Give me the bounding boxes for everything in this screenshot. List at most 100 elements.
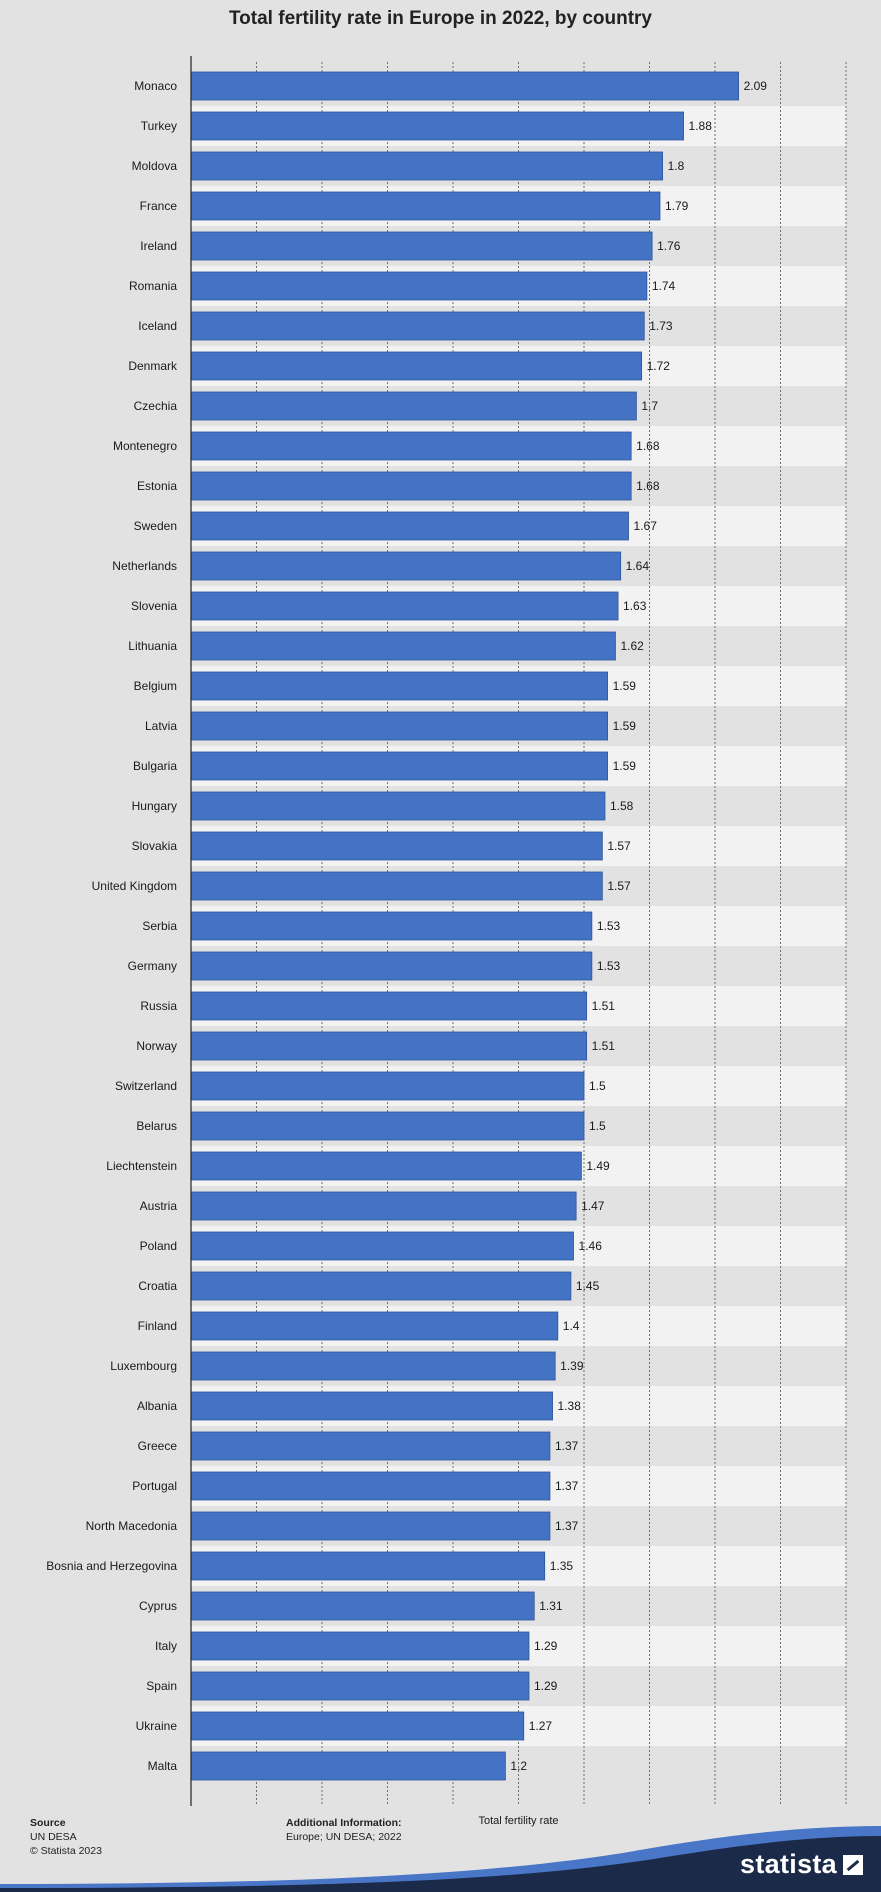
value-label: 1.37 <box>555 1479 579 1493</box>
value-label: 2.09 <box>744 79 768 93</box>
bar[interactable] <box>190 1391 553 1421</box>
value-label: 1.4 <box>563 1319 580 1333</box>
source-line: UN DESA <box>30 1831 77 1843</box>
bar[interactable] <box>190 1671 530 1701</box>
bar[interactable] <box>190 311 645 341</box>
category-label: Netherlands <box>112 559 177 573</box>
bar[interactable] <box>190 1151 582 1181</box>
category-label: North Macedonia <box>86 1519 178 1533</box>
bar[interactable] <box>190 271 648 301</box>
bar[interactable] <box>190 1351 556 1381</box>
value-label: 1.35 <box>550 1559 574 1573</box>
bar[interactable] <box>190 111 684 141</box>
bar[interactable] <box>190 231 653 261</box>
category-label: Denmark <box>128 359 178 373</box>
category-label: Russia <box>140 999 177 1013</box>
value-label: 1.45 <box>576 1279 600 1293</box>
bar[interactable] <box>190 1231 574 1261</box>
statista-mark-icon <box>843 1854 863 1875</box>
bar[interactable] <box>190 631 616 661</box>
bar[interactable] <box>190 1711 525 1741</box>
footer-additional-info: Additional Information: Europe; UN DESA;… <box>286 1816 402 1844</box>
value-label: 1.59 <box>613 679 637 693</box>
category-label: Poland <box>140 1239 177 1253</box>
bar[interactable] <box>190 831 603 861</box>
value-label: 1.73 <box>649 319 673 333</box>
bar[interactable] <box>190 1191 577 1221</box>
value-label: 1.37 <box>555 1439 579 1453</box>
bar[interactable] <box>190 351 643 381</box>
category-label: Iceland <box>138 319 177 333</box>
value-label: 1.62 <box>620 639 644 653</box>
category-label: Hungary <box>132 799 177 813</box>
bar[interactable] <box>190 1311 559 1341</box>
additional-info-text: Europe; UN DESA; 2022 <box>286 1831 402 1843</box>
bar[interactable] <box>190 871 603 901</box>
bar[interactable] <box>190 991 588 1021</box>
bar[interactable] <box>190 1751 506 1781</box>
value-label: 1.8 <box>668 159 685 173</box>
value-label: 1.59 <box>613 759 637 773</box>
bar[interactable] <box>190 151 664 181</box>
bar[interactable] <box>190 711 608 741</box>
value-label: 1.63 <box>623 599 647 613</box>
value-label: 1.31 <box>539 1599 563 1613</box>
category-label: Malta <box>148 1759 178 1773</box>
bar[interactable] <box>190 1591 535 1621</box>
bar[interactable] <box>190 511 629 541</box>
bar[interactable] <box>190 1071 585 1101</box>
category-label: Belarus <box>136 1119 177 1133</box>
bar[interactable] <box>190 1471 551 1501</box>
category-label: Serbia <box>142 919 177 933</box>
value-label: 1.29 <box>534 1679 558 1693</box>
bar[interactable] <box>190 911 593 941</box>
bar[interactable] <box>190 1631 530 1661</box>
value-label: 1.74 <box>652 279 676 293</box>
footer-wave <box>0 1836 881 1892</box>
bar[interactable] <box>190 1111 585 1141</box>
value-label: 1.57 <box>607 879 631 893</box>
bar[interactable] <box>190 671 608 701</box>
category-label: Luxembourg <box>110 1359 177 1373</box>
bar[interactable] <box>190 1511 551 1541</box>
value-label: 1.79 <box>665 199 689 213</box>
category-label: Estonia <box>137 479 177 493</box>
bar[interactable] <box>190 1431 551 1461</box>
category-label: Belgium <box>134 679 177 693</box>
category-label: Bulgaria <box>133 759 177 773</box>
bar[interactable] <box>190 471 632 501</box>
value-label: 1.76 <box>657 239 681 253</box>
category-label: Greece <box>138 1439 178 1453</box>
statista-logo[interactable]: statista <box>740 1849 863 1880</box>
value-label: 1.46 <box>579 1239 603 1253</box>
bar[interactable] <box>190 71 739 101</box>
value-label: 1.53 <box>597 919 621 933</box>
value-label: 1.29 <box>534 1639 558 1653</box>
category-label: Montenegro <box>113 439 177 453</box>
bar[interactable] <box>190 391 637 421</box>
category-label: Latvia <box>145 719 177 733</box>
value-label: 1.39 <box>560 1359 584 1373</box>
value-label: 1.2 <box>510 1759 527 1773</box>
value-label: 1.53 <box>597 959 621 973</box>
bar[interactable] <box>190 1271 572 1301</box>
bar[interactable] <box>190 951 593 981</box>
category-label: France <box>140 199 178 213</box>
bar[interactable] <box>190 1551 546 1581</box>
value-label: 1.7 <box>641 399 658 413</box>
bar[interactable] <box>190 751 608 781</box>
value-label: 1.47 <box>581 1199 605 1213</box>
category-label: Spain <box>146 1679 177 1693</box>
bar[interactable] <box>190 551 622 581</box>
chart-title: Total fertility rate in Europe in 2022, … <box>228 8 653 29</box>
bar[interactable] <box>190 791 606 821</box>
bar[interactable] <box>190 431 632 461</box>
category-label: Ukraine <box>136 1719 178 1733</box>
bar[interactable] <box>190 591 619 621</box>
bar[interactable] <box>190 1031 588 1061</box>
category-label: Slovakia <box>132 839 178 853</box>
category-label: Albania <box>137 1399 177 1413</box>
bar[interactable] <box>190 191 661 221</box>
category-label: Norway <box>136 1039 177 1053</box>
category-label: Finland <box>138 1319 177 1333</box>
